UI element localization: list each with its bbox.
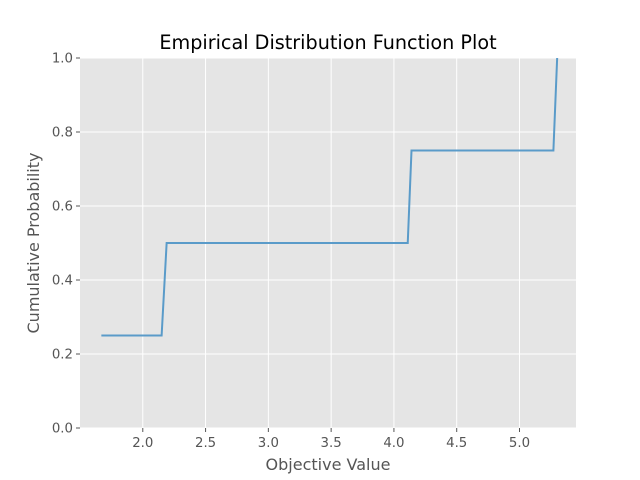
y-tick-label: 0.2 (52, 348, 73, 363)
x-tick-label: 4.0 (383, 436, 404, 451)
series-layer (101, 57, 559, 337)
y-tick-label: 0.8 (52, 126, 73, 141)
y-tick-label: 0.6 (52, 200, 73, 215)
x-tick-label: 3.0 (258, 436, 279, 451)
chart-title: Empirical Distribution Function Plot (159, 31, 497, 54)
edf-series-line (101, 57, 559, 337)
x-tick-label: 4.5 (446, 436, 467, 451)
y-tick-label: 0.0 (52, 422, 73, 437)
y-tick-label: 0.4 (52, 274, 73, 289)
x-tick-label: 2.5 (195, 436, 216, 451)
x-tick-label: 2.0 (132, 436, 153, 451)
x-axis-label: Objective Value (266, 455, 391, 474)
x-tick-label: 5.0 (509, 436, 530, 451)
y-axis-label: Cumulative Probability (24, 153, 43, 334)
y-tick-label: 1.0 (52, 52, 73, 67)
x-tick-label: 3.5 (321, 436, 342, 451)
axis-ticks: 2.0 2.5 3.0 3.5 4.0 4.5 5.0 0.0 0.2 0.4 0.6 0.8 1.0 (52, 52, 530, 452)
